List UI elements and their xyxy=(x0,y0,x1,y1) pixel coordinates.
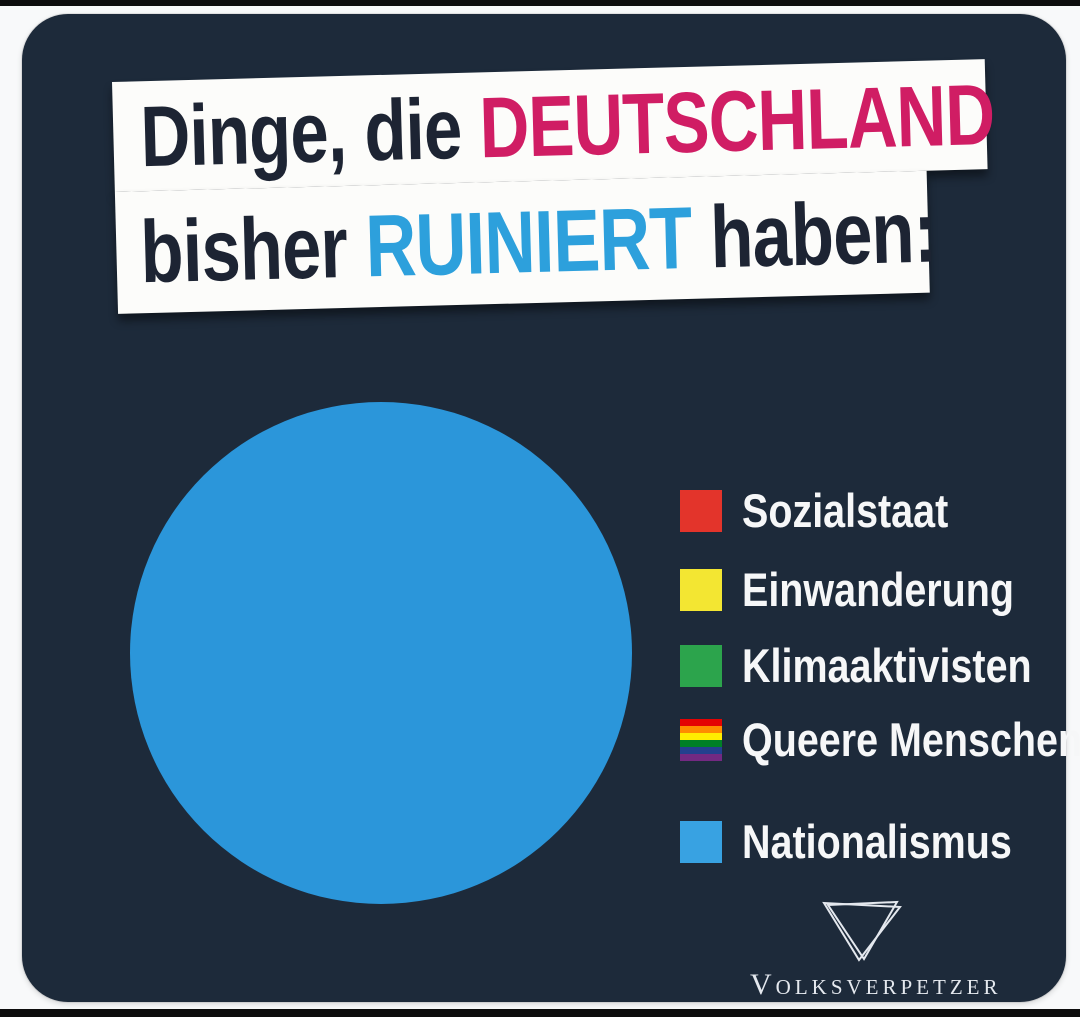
legend-label: Klimaaktivisten xyxy=(742,639,1032,692)
title-line2-cyan-text: RUINIERT xyxy=(364,187,693,296)
legend-row-einwanderung: Einwanderung xyxy=(680,562,1080,617)
legend-label: Nationalismus xyxy=(742,815,1012,868)
top-letterbox-bar xyxy=(0,0,1080,6)
legend-swatch-blue xyxy=(680,820,722,863)
legend-swatch-green xyxy=(680,644,722,687)
legend-label: Einwanderung xyxy=(742,563,1014,616)
inverted-triangle-logo-icon xyxy=(822,900,902,962)
legend-label: Queere Menschen xyxy=(742,713,1080,766)
legend-row-queere-menschen: Queere Menschen xyxy=(680,712,1080,767)
title-line1-pink-text: DEUTSCHLAND xyxy=(478,66,996,177)
pie-chart-circle xyxy=(130,402,632,904)
title-line2-dark-text-b: haben: xyxy=(690,181,938,287)
bottom-letterbox-bar xyxy=(0,1009,1080,1017)
volksverpetzer-wordmark: Volksverpetzer xyxy=(750,968,1002,1001)
title-line-2: bisher RUINIERT haben: xyxy=(114,170,937,314)
volksverpetzer-logo: Volksverpetzer xyxy=(750,900,1002,1002)
title-line2-dark-text-a: bisher xyxy=(139,196,367,302)
chart-legend: Sozialstaat Einwanderung Klimaaktivisten… xyxy=(680,483,1080,869)
title-banner: Dinge, die DEUTSCHLAND bisher RUINIERT h… xyxy=(112,59,996,314)
legend-swatch-rainbow xyxy=(680,718,722,761)
legend-swatch-yellow xyxy=(680,568,722,611)
legend-row-klimaaktivisten: Klimaaktivisten xyxy=(680,638,1080,693)
legend-swatch-red xyxy=(680,489,722,532)
title-line1-dark-text: Dinge, die xyxy=(139,80,481,186)
legend-row-nationalismus: Nationalismus xyxy=(680,814,1080,869)
legend-label: Sozialstaat xyxy=(742,484,949,537)
legend-row-sozialstaat: Sozialstaat xyxy=(680,483,1080,538)
meme-card: Dinge, die DEUTSCHLAND bisher RUINIERT h… xyxy=(22,14,1080,1002)
